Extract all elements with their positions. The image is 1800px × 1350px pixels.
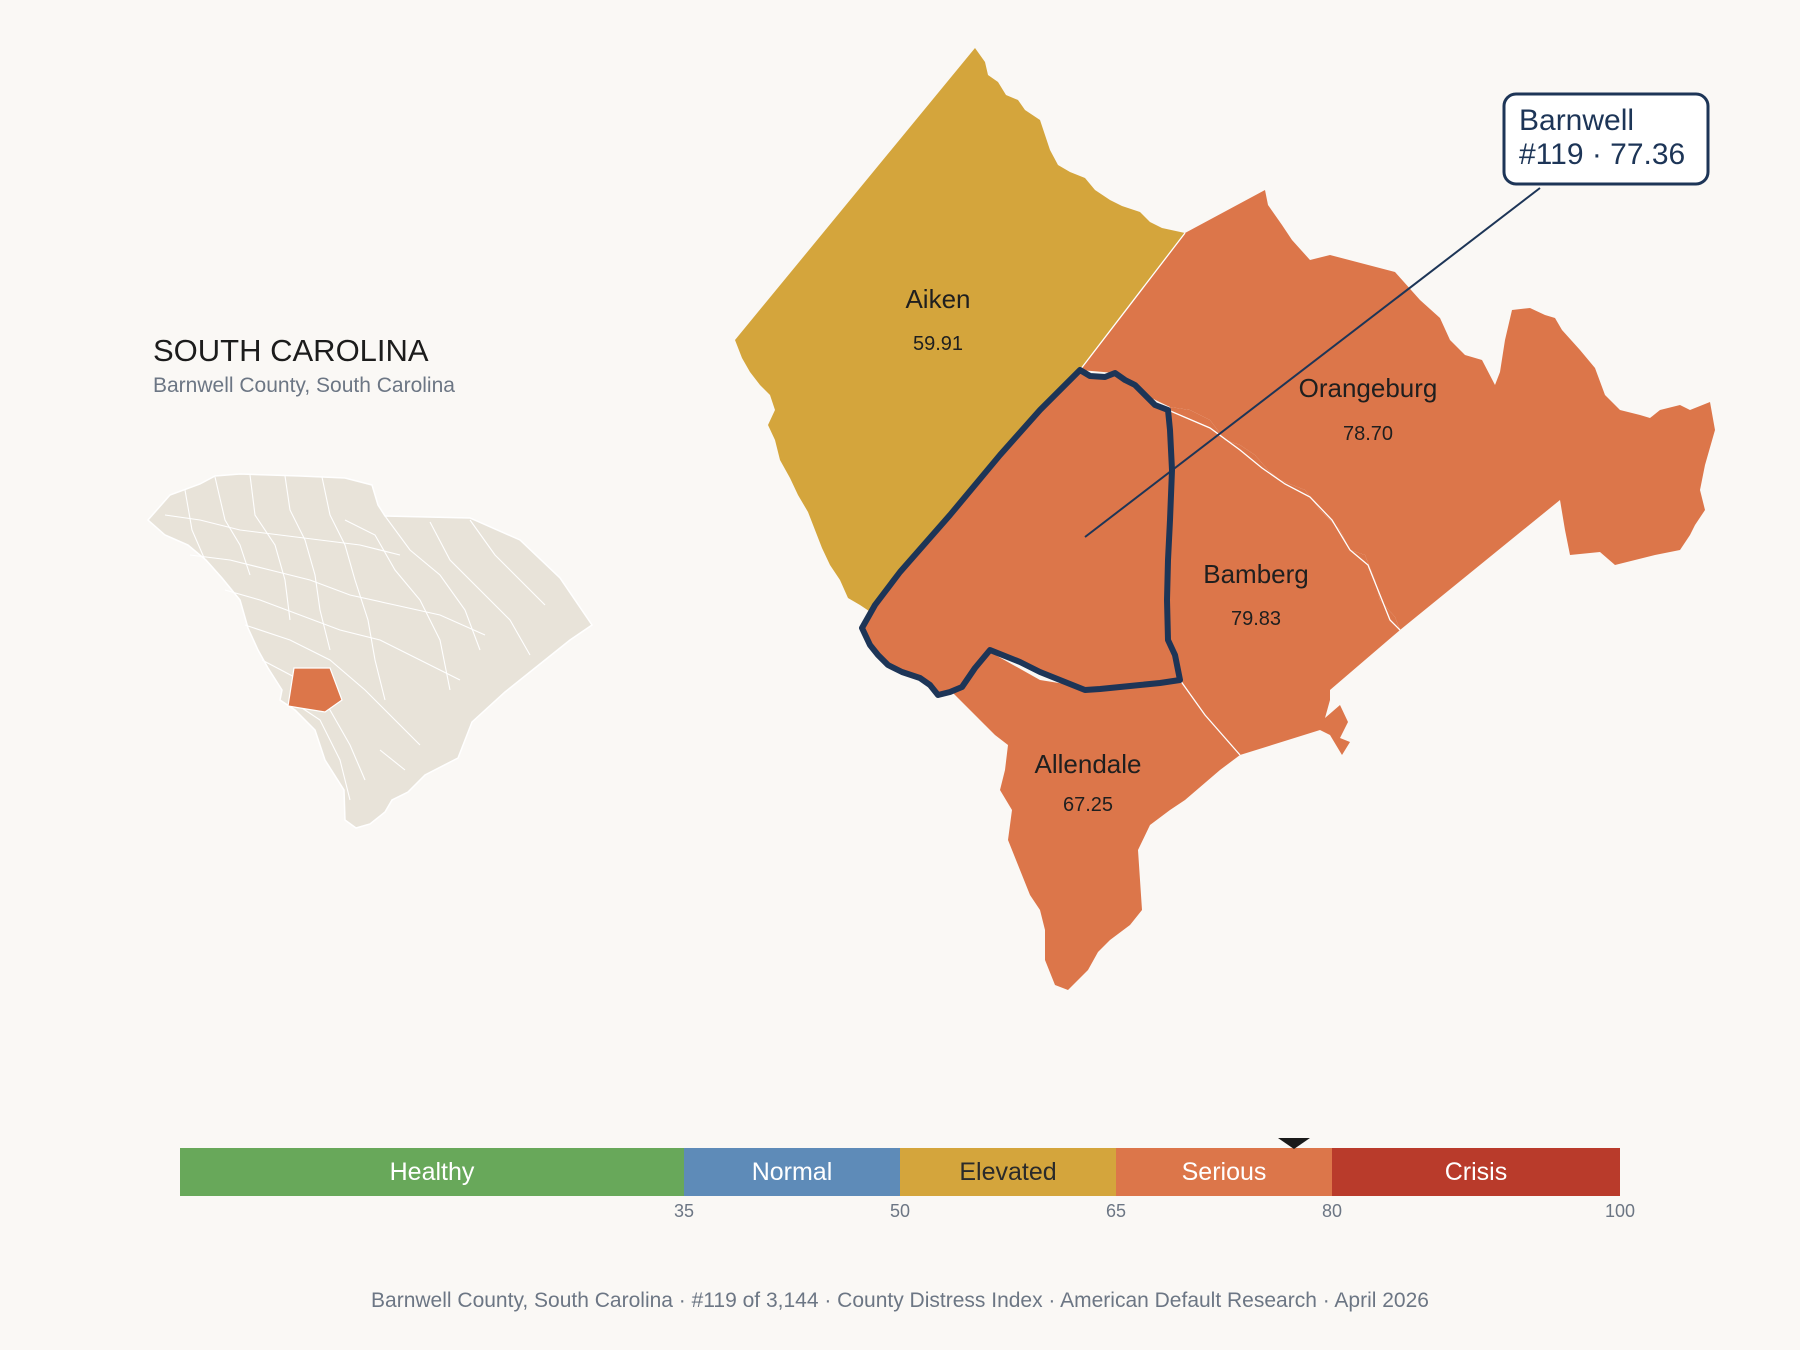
- focus-callout: Barnwell #119 · 77.36: [1084, 92, 1710, 538]
- label-bamberg-name: Bamberg: [1203, 559, 1309, 589]
- scale-band-normal: [684, 1148, 900, 1196]
- scale-band-label-normal: Normal: [752, 1158, 833, 1186]
- callout-leader-line: [1084, 187, 1541, 538]
- county-map: [735, 48, 1715, 990]
- scale-tick-80: 80: [1322, 1201, 1342, 1221]
- county-aiken[interactable]: [735, 48, 1185, 615]
- scale-tick-100: 100: [1605, 1201, 1635, 1221]
- label-aiken-name: Aiken: [905, 284, 970, 314]
- scale-band-elevated: [900, 1148, 1116, 1196]
- scale-band-label-crisis: Crisis: [1445, 1158, 1508, 1186]
- inset-county-lines: [164, 474, 546, 801]
- barnwell-outline: [859, 367, 1183, 698]
- inset-state-shape: [146, 473, 594, 829]
- scale-band-label-serious: Serious: [1182, 1158, 1267, 1186]
- label-orangeburg-name: Orangeburg: [1299, 373, 1438, 403]
- state-title: SOUTH CAROLINA: [153, 333, 429, 368]
- label-allendale-value: 67.25: [1063, 794, 1113, 816]
- scale-band-label-elevated: Elevated: [959, 1158, 1056, 1186]
- label-bamberg-value: 79.83: [1231, 608, 1281, 630]
- scale-band-serious: [1116, 1148, 1332, 1196]
- inset-barnwell-highlight: [287, 667, 343, 713]
- label-orangeburg-value: 78.70: [1343, 423, 1393, 445]
- distress-scale: Healthy Normal Elevated Serious Crisis 35 50 65…: [180, 1138, 1635, 1221]
- county-labels: Aiken 59.91 Orangeburg 78.70 Bamberg 79.…: [905, 284, 1437, 816]
- footer-caption: Barnwell County, South Carolina · #119 o…: [371, 1289, 1429, 1312]
- scale-tick-50: 50: [890, 1201, 910, 1221]
- scale-band-healthy: [180, 1148, 684, 1196]
- county-bamberg[interactable]: [1165, 407, 1400, 755]
- label-aiken-value: 59.91: [913, 333, 963, 355]
- scale-tick-65: 65: [1106, 1201, 1126, 1221]
- scale-band-label-healthy: Healthy: [390, 1158, 475, 1186]
- scale-tick-35: 35: [674, 1201, 694, 1221]
- inset-state-map: [146, 473, 594, 829]
- callout-box: [1502, 92, 1710, 186]
- callout-county-name: Barnwell: [1519, 104, 1634, 137]
- county-boundaries: [1079, 232, 1401, 756]
- label-allendale-name: Allendale: [1035, 749, 1142, 779]
- county-allendale[interactable]: [950, 652, 1240, 990]
- county-orangeburg[interactable]: [1080, 190, 1715, 630]
- scale-band-crisis: [1332, 1148, 1620, 1196]
- county-barnwell[interactable]: [862, 370, 1180, 695]
- scale-marker: [1277, 1138, 1310, 1149]
- callout-rank-score: #119 · 77.36: [1519, 138, 1685, 171]
- state-subtitle: Barnwell County, South Carolina: [153, 374, 455, 397]
